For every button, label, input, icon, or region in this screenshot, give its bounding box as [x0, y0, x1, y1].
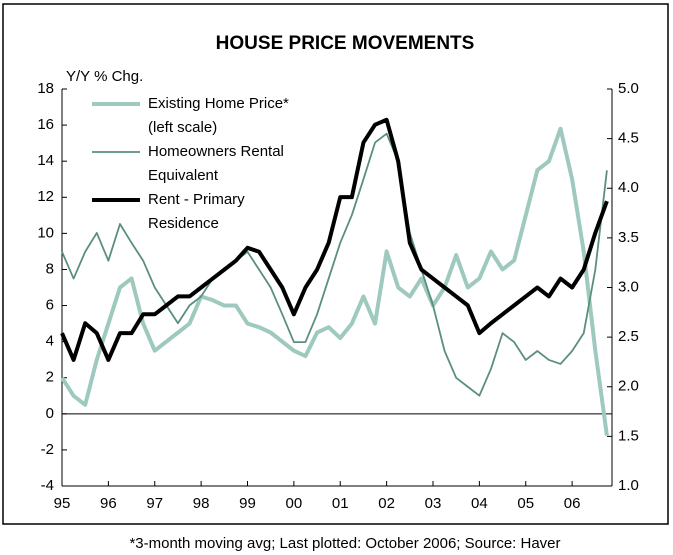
x-tick-label: 96: [100, 495, 117, 512]
y-tick-label: -2: [41, 441, 54, 458]
y-tick-label: 2: [46, 369, 54, 386]
x-tick-label: 02: [378, 495, 395, 512]
y-tick-label: 6: [46, 297, 54, 314]
x-tick-label: 98: [193, 495, 210, 512]
legend-label: Residence: [148, 215, 219, 232]
y-tick-label: 18: [37, 80, 54, 97]
y2-tick-label: 4.5: [618, 130, 639, 147]
series-line: [61, 132, 608, 397]
y2-tick-label: 1.0: [618, 477, 639, 494]
legend-label: Existing Home Price*: [148, 95, 289, 112]
y-tick-label: -4: [41, 477, 54, 494]
y2-tick-label: 1.5: [618, 427, 639, 444]
y2-tick-label: 3.5: [618, 229, 639, 246]
footnote: *3-month moving avg; Last plotted: Octob…: [129, 535, 560, 552]
legend-label: Rent - Primary: [148, 191, 245, 208]
x-tick-label: 06: [564, 495, 581, 512]
y2-tick-label: 5.0: [618, 80, 639, 97]
x-tick-label: 95: [54, 495, 71, 512]
x-tick-label: 01: [332, 495, 349, 512]
x-tick-label: 04: [471, 495, 488, 512]
y2-tick-label: 3.0: [618, 278, 639, 295]
y-tick-label: 4: [46, 333, 54, 350]
frame: [2, 3, 669, 525]
y-tick-label: 14: [37, 152, 54, 169]
y-axis-label: Y/Y % Chg.: [66, 68, 143, 85]
x-tick-label: 03: [425, 495, 442, 512]
y2-tick-label: 4.0: [618, 179, 639, 196]
y-tick-label: 10: [37, 224, 54, 241]
x-tick-label: 97: [146, 495, 163, 512]
y-tick-label: 16: [37, 116, 54, 133]
y-tick-label: 0: [46, 405, 54, 422]
chart-title: HOUSE PRICE MOVEMENTS: [216, 33, 475, 54]
legend-label: Homeowners Rental: [148, 143, 284, 160]
series-line: [60, 117, 609, 362]
x-tick-label: 99: [239, 495, 256, 512]
x-tick-label: 00: [286, 495, 303, 512]
legend-label: (left scale): [148, 119, 217, 136]
x-tick-label: 05: [517, 495, 534, 512]
y-tick-label: 8: [46, 260, 54, 277]
legend-label: Equivalent: [148, 167, 219, 184]
y2-tick-label: 2.5: [618, 328, 639, 345]
y-tick-label: 12: [37, 188, 54, 205]
series-line: [60, 126, 609, 436]
y2-tick-label: 2.0: [618, 378, 639, 395]
